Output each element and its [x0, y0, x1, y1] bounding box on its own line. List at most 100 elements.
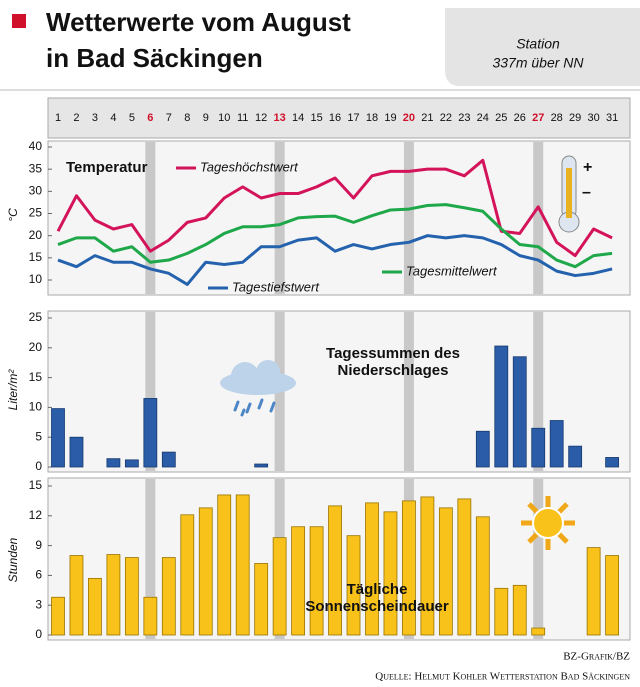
bar: [69, 436, 84, 468]
bar: [235, 494, 250, 636]
day-label: 12: [255, 112, 267, 124]
bar: [143, 398, 158, 468]
chart-title: Sonnenscheindauer: [305, 598, 449, 615]
plus-sign: +: [583, 159, 592, 176]
y-tick-label: 25: [29, 310, 43, 324]
y-tick-label: 12: [29, 508, 43, 522]
bar: [512, 584, 527, 636]
title-line: Wetterwerte vom August: [46, 7, 351, 37]
title-line: in Bad Säckingen: [46, 43, 263, 73]
day-label: 20: [403, 112, 415, 124]
bar: [531, 627, 546, 636]
day-label: 13: [274, 112, 286, 124]
day-label: 11: [237, 112, 248, 124]
bar: [124, 557, 139, 636]
y-tick-label: 35: [29, 161, 43, 175]
bar: [254, 563, 269, 636]
bar: [346, 535, 361, 636]
bar: [365, 502, 379, 636]
bar: [586, 547, 601, 636]
day-label: 15: [310, 112, 322, 124]
day-label: 5: [129, 112, 135, 124]
series-line: [56, 158, 613, 258]
day-row: [47, 97, 631, 139]
highlight-band: [533, 479, 544, 639]
bar: [438, 507, 453, 636]
day-label: 30: [588, 112, 600, 124]
day-label: 18: [366, 112, 378, 124]
source: Quelle: Helmut Kohler Wetterstation Bad …: [375, 671, 630, 683]
icons: + –: [220, 155, 592, 550]
bar: [291, 526, 306, 636]
bar: [605, 457, 619, 468]
highlight-band: [533, 142, 544, 294]
day-label: 4: [110, 112, 116, 124]
day-label: 14: [292, 112, 304, 124]
day-label: 10: [218, 112, 230, 124]
bar: [475, 430, 490, 468]
credit: BZ-Grafik/BZ: [563, 651, 630, 663]
chart-title: Niederschlages: [338, 362, 449, 379]
y-axis-title: °C: [6, 208, 20, 222]
legend-label: Tagestiefstwert: [232, 279, 320, 294]
day-label: 27: [532, 112, 544, 124]
day-label: 22: [440, 112, 452, 124]
bar: [402, 500, 416, 636]
day-label: 1: [55, 112, 61, 124]
bar: [531, 427, 546, 468]
highlight-band: [274, 142, 285, 294]
bar: [88, 577, 102, 636]
day-label: 24: [477, 112, 489, 124]
bar: [457, 498, 472, 636]
y-axis-title: Liter/m²: [6, 369, 20, 411]
bar: [143, 596, 158, 636]
day-label: 21: [421, 112, 433, 124]
station-line: 337m über NN: [492, 55, 584, 71]
bar: [217, 494, 232, 636]
bar: [383, 511, 398, 636]
chart-title: Tagessummen des: [326, 345, 460, 362]
day-label: 9: [203, 112, 209, 124]
bar: [254, 463, 269, 468]
bar: [605, 555, 619, 636]
bar: [161, 451, 176, 468]
highlight-band: [403, 142, 414, 294]
y-tick-label: 3: [35, 597, 42, 611]
day-label: 23: [458, 112, 470, 124]
highlight-band: [145, 142, 156, 294]
minus-sign: –: [582, 184, 591, 201]
bar: [512, 356, 527, 468]
y-tick-label: 10: [29, 272, 43, 286]
highlight-band: [533, 312, 544, 471]
station-line: Station: [516, 36, 560, 52]
series-line: [57, 203, 613, 269]
bar: [420, 496, 435, 636]
day-label: 28: [551, 112, 563, 124]
y-tick-label: 6: [35, 568, 42, 582]
y-tick-label: 25: [29, 206, 43, 220]
bar: [272, 537, 287, 636]
bar: [494, 587, 509, 636]
chart-title: Tägliche: [347, 581, 408, 598]
day-label: 8: [184, 112, 190, 124]
day-label: 29: [569, 112, 581, 124]
day-label: 19: [384, 112, 396, 124]
bar: [549, 420, 564, 468]
chart-title: Temperatur: [66, 159, 148, 176]
day-label: 2: [73, 112, 79, 124]
day-label: 25: [495, 112, 507, 124]
y-tick-label: 15: [29, 250, 43, 264]
y-tick-label: 5: [35, 429, 42, 443]
bar: [51, 408, 65, 468]
y-tick-label: 15: [29, 370, 43, 384]
series-line: [57, 234, 613, 286]
bar: [475, 516, 490, 636]
highlight-band: [145, 312, 156, 471]
y-tick-label: 30: [29, 184, 43, 198]
bar: [69, 555, 84, 636]
legend-label: Tagesmittelwert: [406, 263, 498, 278]
station-box: [445, 8, 640, 86]
sun-icon: [521, 496, 575, 550]
y-tick-label: 40: [29, 139, 43, 153]
bar: [328, 505, 342, 636]
